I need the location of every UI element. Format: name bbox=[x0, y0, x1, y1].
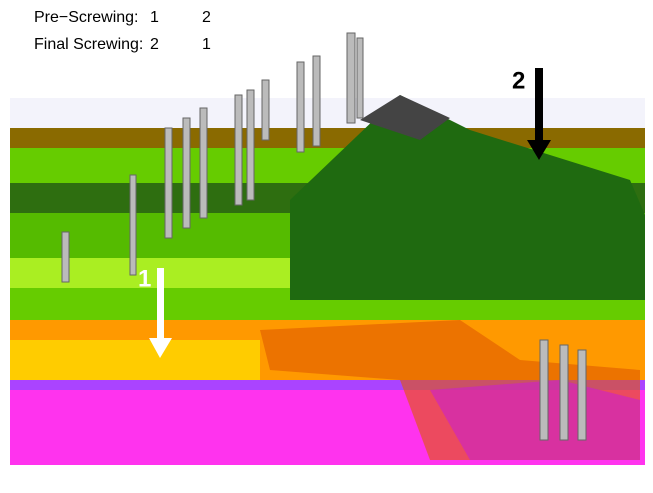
render-band bbox=[10, 340, 260, 380]
arrow-shaft bbox=[535, 68, 543, 144]
arrow-label: 1 bbox=[138, 265, 151, 292]
arrow-label: 2 bbox=[512, 67, 525, 94]
render-band bbox=[10, 128, 645, 148]
page: 2 1 Pre−Screwing: 1 2 Final Screwing: 2 … bbox=[0, 0, 653, 493]
step: 2 bbox=[150, 36, 159, 53]
render-band bbox=[10, 98, 645, 128]
instruction-label: Final Screwing: bbox=[34, 36, 143, 53]
arrow-shaft bbox=[157, 268, 164, 342]
step: 1 bbox=[202, 36, 211, 53]
scene: 2 1 Pre−Screwing: 1 2 Final Screwing: 2 … bbox=[0, 0, 653, 493]
instruction-label: Pre−Screwing: bbox=[34, 9, 139, 26]
render bbox=[10, 33, 645, 465]
step: 2 bbox=[202, 9, 211, 26]
step: 1 bbox=[150, 9, 159, 26]
